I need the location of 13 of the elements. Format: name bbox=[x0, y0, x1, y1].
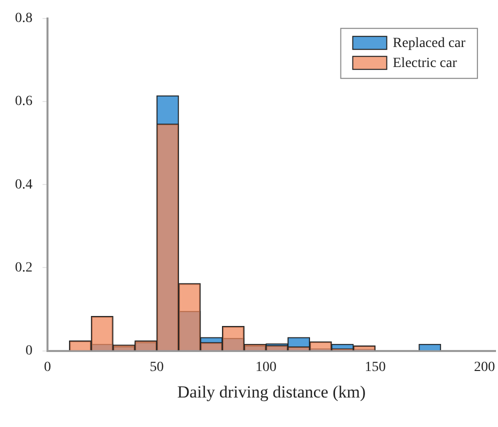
x-tick-label: 50 bbox=[150, 360, 164, 375]
legend-label: Replaced car bbox=[392, 36, 466, 52]
y-tick-label: 0.4 bbox=[15, 177, 32, 192]
y-tick-label: 0.8 bbox=[15, 11, 32, 26]
y-tick-label: 0.2 bbox=[15, 260, 32, 276]
x-tick-label: 0 bbox=[44, 360, 51, 375]
x-tick-label: 200 bbox=[474, 360, 495, 375]
x-tick-label: 100 bbox=[256, 360, 276, 375]
x-axis-title: Daily driving distance (km) bbox=[177, 382, 366, 402]
y-tick-label: 0.6 bbox=[15, 94, 32, 110]
x-tick-label: 150 bbox=[364, 360, 386, 375]
legend-label: Electric car bbox=[392, 56, 458, 72]
y-tick-label: 0 bbox=[26, 343, 32, 358]
